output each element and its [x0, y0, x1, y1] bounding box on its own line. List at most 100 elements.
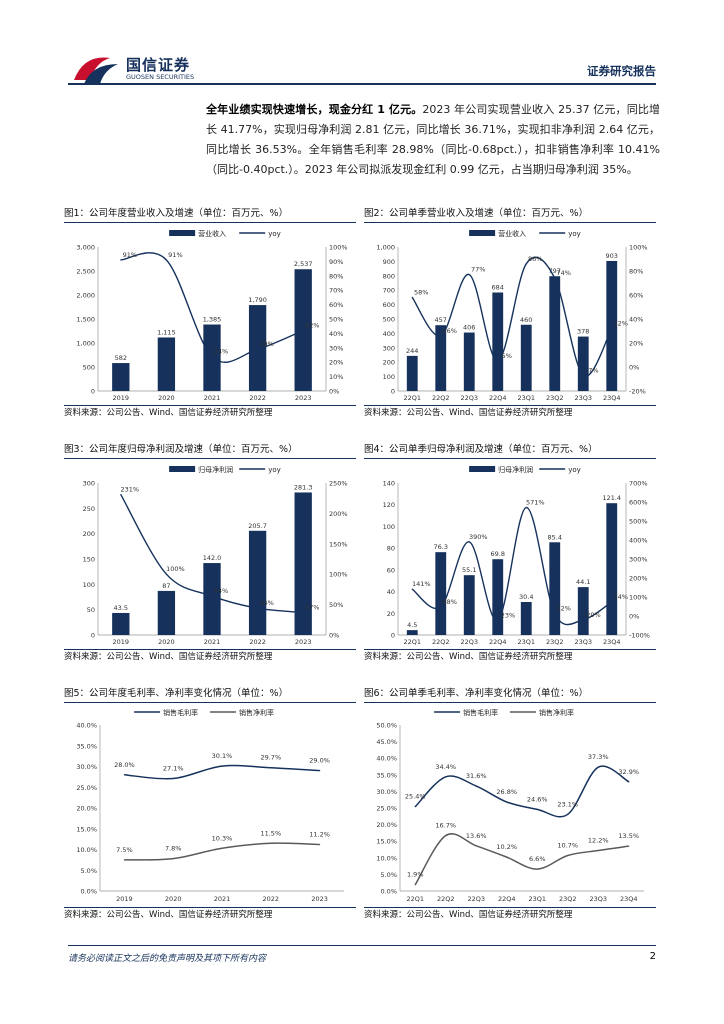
y-right-tick-label: 0% [629, 364, 639, 372]
chart-6-title: 图6：公司单季毛利率、净利率变化情况（单位：%） [364, 686, 656, 703]
y-right-tick-label: -100% [629, 632, 650, 640]
y-right-tick-label: 200% [629, 575, 648, 583]
y-tick-label: 35.0% [76, 742, 97, 750]
series-1-value-label: 37.3% [588, 753, 609, 761]
header-divider [68, 83, 656, 85]
series-1-value-label: 26.8% [496, 788, 517, 796]
y-right-tick-label: 0% [329, 632, 339, 640]
y-tick-label: 30.0% [76, 763, 97, 771]
x-tick-label: 22Q2 [432, 638, 450, 646]
series-1-value-label: 27.1% [163, 765, 184, 773]
yoy-line [120, 252, 304, 363]
series-2-value-label: 13.5% [618, 832, 639, 840]
yoy-point [611, 601, 613, 603]
series-1-line [414, 765, 630, 818]
bar [520, 324, 532, 391]
bar-value-label: 1,385 [203, 316, 222, 324]
bar-value-label: 582 [115, 354, 127, 362]
y-left-tick-label: 0 [391, 632, 395, 640]
y-right-tick-label: 20% [629, 340, 643, 348]
logo-emblem-icon [74, 57, 118, 84]
x-tick-label: 23Q1 [517, 638, 535, 646]
panel-6: 图6：公司单季毛利率、净利率变化情况（单位：%） 0.0% 5.0% 10.0% 15… [364, 686, 656, 922]
bar-value-label: 378 [577, 328, 589, 336]
bar [463, 575, 475, 635]
chart-3-title: 图3：公司年度归母净利润及增速（单位：百万元、%） [64, 442, 356, 459]
bar [520, 601, 532, 635]
bar-value-label: 1,790 [248, 296, 267, 304]
y-right-tick-label: 250% [329, 480, 348, 488]
bar [294, 492, 312, 635]
y-tick-label: 40.0% [76, 722, 97, 730]
series-2-value-label: 11.2% [309, 831, 330, 839]
yoy-point [525, 263, 527, 265]
chart-1-source: 资料来源：公司公告、Wind、国信证券经济研究所整理 [64, 405, 356, 420]
x-tick-label: 2021 [214, 895, 231, 903]
y-right-tick-label: 100% [329, 571, 348, 579]
footer-divider [68, 945, 656, 946]
bar-value-label: 684 [492, 284, 504, 292]
series-2-point [445, 834, 447, 837]
panel-3: 图3：公司年度归母净利润及增速（单位：百万元、%） 0 50 100 150 200 25… [64, 442, 356, 664]
y-right-tick-label: 80% [629, 268, 643, 276]
x-tick-label: 22Q2 [437, 895, 455, 903]
bar-value-label: 85.4 [548, 533, 562, 541]
x-tick-label: 23Q4 [620, 895, 638, 903]
y-left-tick-label: 2,500 [76, 268, 95, 276]
panel-1: 图1：公司年度营业收入及增速（单位：百万元、%） 0 500 1,000 1,500 2… [64, 206, 356, 420]
yoy-point [582, 374, 584, 376]
y-tick-label: 45.0% [376, 738, 397, 746]
summary-bold-lead: 全年业绩实现快速增长，现金分红 1 亿元。 [206, 103, 423, 116]
yoy-point [468, 274, 470, 276]
y-right-tick-label: 10% [329, 373, 343, 381]
yoy-value-label: 571% [526, 499, 545, 507]
yoy-value-label: 77% [471, 266, 485, 274]
chart-1: 0 500 1,000 1,500 2,000 2,500 3,000 0% 10% 20% 30%… [76, 229, 347, 402]
chart-6-source: 资料来源：公司公告、Wind、国信证券经济研究所整理 [364, 907, 656, 922]
y-left-tick-label: 900 [383, 258, 395, 266]
y-left-tick-label: 0 [91, 388, 95, 396]
x-tick-label: 23Q2 [546, 394, 564, 402]
chart-4-title: 图4：公司单季归母净利润及增速（单位：百万元、%） [364, 442, 656, 459]
series-1-point [319, 770, 321, 772]
yoy-point [257, 607, 259, 609]
series-2-point [319, 843, 321, 846]
y-right-tick-label: 40% [629, 316, 643, 324]
bar-legend-swatch [469, 230, 496, 236]
yoy-value-label: 32% [614, 320, 628, 328]
yoy-value-label: 91% [168, 251, 182, 259]
series-2-line [414, 833, 629, 886]
series-1-legend-label: 销售毛利率 [463, 708, 498, 717]
y-right-tick-label: -20% [629, 388, 646, 396]
y-tick-label: 40.0% [376, 755, 397, 763]
bar [577, 336, 589, 391]
y-left-tick-label: 300 [83, 480, 95, 488]
yoy-value-label: 91% [123, 251, 137, 259]
series-1-point [506, 801, 508, 803]
bar [606, 503, 618, 635]
y-tick-label: 15.0% [376, 838, 397, 846]
series-2-value-label: 16.7% [435, 822, 456, 830]
bar-value-label: 244 [406, 347, 418, 355]
x-tick-label: 2021 [204, 394, 221, 402]
yoy-point [120, 259, 122, 261]
bar [248, 305, 267, 391]
y-tick-label: 15.0% [76, 825, 97, 833]
series-2-value-label: 7.8% [165, 845, 182, 853]
x-tick-label: 22Q2 [432, 394, 450, 402]
y-right-tick-label: 60% [329, 301, 343, 309]
yoy-point [468, 541, 470, 543]
yoy-value-label: 24% [214, 347, 228, 355]
series-2-value-label: 1.9% [407, 871, 424, 879]
bar [549, 276, 561, 391]
summary-paragraph: 全年业绩实现快速增长，现金分红 1 亿元。2023 年公司实现营业收入 25.3… [206, 100, 660, 180]
series-2-value-label: 10.7% [557, 841, 578, 849]
y-right-tick-label: 600% [629, 499, 648, 507]
series-2-point [123, 859, 125, 861]
y-right-tick-label: 0% [629, 613, 639, 621]
y-left-tick-label: 50 [87, 606, 95, 614]
yoy-point [582, 619, 584, 621]
y-tick-label: 10.0% [76, 846, 97, 854]
series-1-value-label: 29.7% [260, 754, 281, 762]
series-1-value-label: 30.1% [212, 752, 233, 760]
